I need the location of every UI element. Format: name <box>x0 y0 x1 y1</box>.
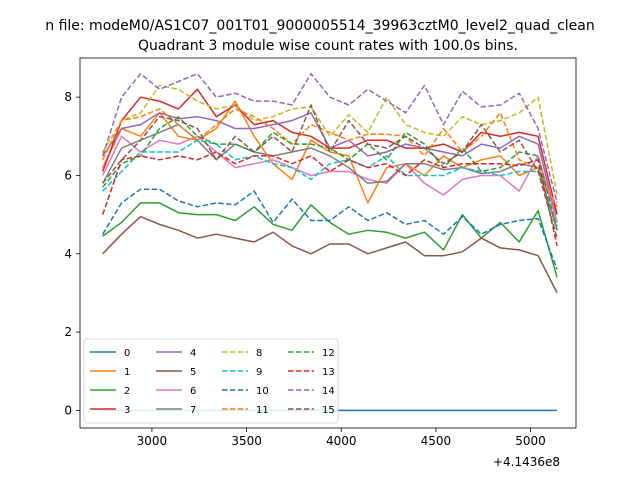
series-line-5 <box>102 215 558 294</box>
series-line-10 <box>102 188 558 270</box>
legend-label-3: 3 <box>124 405 130 416</box>
x-tick-label: 4500 <box>421 434 452 448</box>
legend-label-6: 6 <box>190 386 196 397</box>
series-line-13 <box>101 151 558 247</box>
x-offset-label: +4.1436e8 <box>493 455 560 469</box>
x-tick-label: 5000 <box>515 434 546 448</box>
plot-frame <box>79 57 577 429</box>
legend-label-2: 2 <box>124 386 130 397</box>
legend-label-8: 8 <box>256 348 262 359</box>
y-tick-label: 2 <box>64 325 72 339</box>
series-line-8 <box>102 84 558 196</box>
legend-label-14: 14 <box>322 386 335 397</box>
plot-area <box>101 72 558 412</box>
chart-title: Quadrant 3 module wise count rates with … <box>138 38 518 54</box>
legend-label-13: 13 <box>322 367 335 378</box>
series-line-1 <box>102 100 558 215</box>
legend-label-15: 15 <box>322 405 335 416</box>
legend-box <box>83 338 339 424</box>
series-line-14 <box>101 72 558 204</box>
series-line-4 <box>102 112 558 223</box>
series-line-2 <box>102 202 558 278</box>
legend-label-7: 7 <box>190 405 196 416</box>
legend-label-1: 1 <box>124 367 130 378</box>
legend-label-0: 0 <box>124 348 130 359</box>
x-tick-label: 3500 <box>231 434 262 448</box>
series-line-15 <box>102 104 558 239</box>
series-line-9 <box>102 139 558 227</box>
series-line-12 <box>102 115 558 231</box>
x-tick-label: 3000 <box>137 434 168 448</box>
legend-label-10: 10 <box>256 386 269 397</box>
figure-suptitle: n file: modeM0/AS1C07_001T01_9000005514_… <box>45 18 594 34</box>
y-tick-label: 6 <box>64 168 72 182</box>
series-line-7 <box>102 123 558 231</box>
y-tick-label: 8 <box>64 90 72 104</box>
legend-label-9: 9 <box>256 367 262 378</box>
legend-label-4: 4 <box>190 348 196 359</box>
y-tick-label: 4 <box>64 247 72 261</box>
x-tick-label: 4000 <box>326 434 357 448</box>
y-tick-label: 0 <box>64 403 72 417</box>
legend-label-11: 11 <box>256 405 269 416</box>
legend-label-5: 5 <box>190 367 196 378</box>
series-line-6 <box>102 135 558 223</box>
series-line-11 <box>102 108 558 208</box>
axes: 3000 3500 4000 4500 5000 0 2 4 6 8 <box>64 90 545 448</box>
legend-label-12: 12 <box>322 348 335 359</box>
